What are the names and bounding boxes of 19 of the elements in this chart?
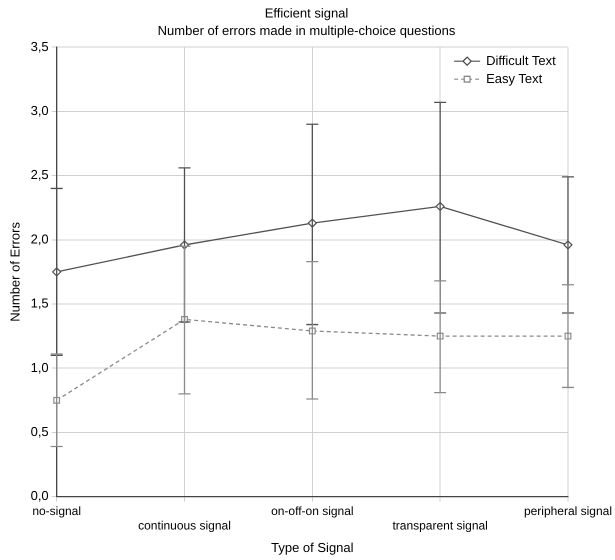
x-tick-label: transparent signal (392, 518, 488, 533)
y-axis-title: Number of Errors (7, 222, 22, 322)
x-tick-label: peripheral signal (524, 504, 612, 518)
x-tick-label: no-signal (32, 504, 82, 518)
x-tick-label: continuous signal (138, 518, 231, 533)
legend-label: Easy Text (486, 70, 543, 86)
chart-subtitle: Number of errors made in multiple-choice questions (158, 22, 456, 38)
y-tick-label: 1,0 (30, 360, 49, 375)
chart-title: Efficient signal (264, 5, 348, 20)
y-tick-label: 0,5 (30, 424, 49, 439)
y-tick-label: 2,0 (30, 231, 49, 246)
y-tick-label: 0,0 (30, 488, 49, 504)
x-axis-title: Type of Signal (271, 540, 354, 555)
y-tick-label: 3,5 (30, 38, 49, 54)
y-tick-label: 1,5 (30, 296, 49, 311)
x-tick-label: on-off-on signal (271, 504, 354, 518)
y-tick-label: 2,5 (30, 167, 49, 182)
legend-label: Difficult Text (486, 52, 556, 68)
y-tick-label: 3,0 (30, 102, 49, 118)
